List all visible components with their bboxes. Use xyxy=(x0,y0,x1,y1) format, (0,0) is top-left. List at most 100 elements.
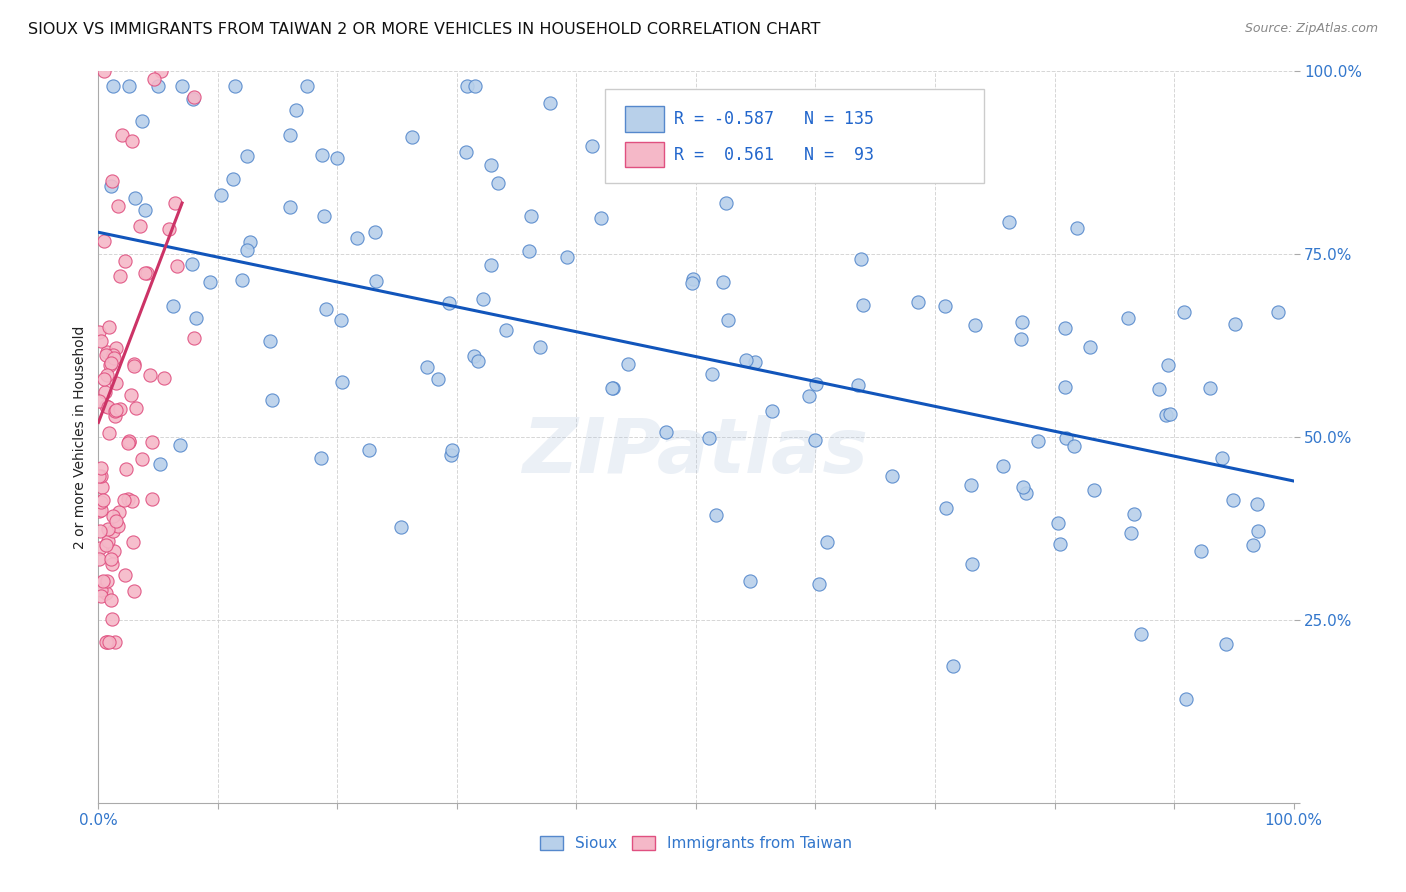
Point xyxy=(90,589,112,603)
Point xyxy=(169,438,191,452)
Point xyxy=(311,148,333,162)
Point xyxy=(960,558,983,572)
Point xyxy=(714,196,737,211)
Point xyxy=(122,583,145,598)
Point xyxy=(125,401,148,415)
Point xyxy=(1119,526,1142,541)
Point xyxy=(1049,537,1071,551)
Point xyxy=(105,403,128,417)
Point xyxy=(806,376,828,391)
Point xyxy=(1047,516,1070,530)
Point xyxy=(108,505,131,519)
Point xyxy=(181,257,204,271)
Point xyxy=(87,552,110,566)
Point xyxy=(100,178,122,193)
Point xyxy=(101,524,124,538)
Text: ZIPatlas: ZIPatlas xyxy=(523,415,869,489)
Point xyxy=(815,535,838,549)
Point xyxy=(636,116,658,130)
Point xyxy=(1222,493,1244,508)
Y-axis label: 2 or more Vehicles in Household: 2 or more Vehicles in Household xyxy=(73,326,87,549)
Point xyxy=(834,159,856,173)
Point xyxy=(90,469,112,483)
Point xyxy=(555,250,578,264)
Point xyxy=(315,301,337,316)
Point xyxy=(101,557,124,571)
Point xyxy=(1054,431,1077,445)
Point xyxy=(93,372,115,386)
Point xyxy=(364,225,387,239)
Point xyxy=(87,393,110,408)
Point xyxy=(479,258,502,272)
Point xyxy=(117,434,139,449)
Point xyxy=(427,372,450,386)
Point xyxy=(655,425,678,440)
Point xyxy=(538,96,561,111)
Point xyxy=(103,635,125,649)
Point xyxy=(118,78,141,93)
Point xyxy=(162,299,184,313)
Point xyxy=(1149,382,1171,396)
Point xyxy=(104,514,127,528)
Point xyxy=(1154,408,1177,422)
Point xyxy=(330,376,353,390)
Point xyxy=(100,552,122,566)
Point xyxy=(389,520,412,534)
Point xyxy=(346,231,368,245)
Point xyxy=(110,128,132,143)
Point xyxy=(309,450,332,465)
Point xyxy=(1241,538,1264,552)
Point xyxy=(697,432,720,446)
Point xyxy=(117,491,139,506)
Point xyxy=(941,658,963,673)
Point xyxy=(1247,524,1270,538)
Point xyxy=(617,357,640,371)
Point xyxy=(141,492,163,507)
Point xyxy=(129,219,152,233)
Text: R =  0.561   N =  93: R = 0.561 N = 93 xyxy=(673,145,873,163)
Point xyxy=(495,323,517,337)
Point xyxy=(797,389,820,403)
Point xyxy=(734,353,756,368)
Point xyxy=(93,64,115,78)
Point xyxy=(1026,434,1049,448)
Point xyxy=(104,341,127,355)
Point xyxy=(89,325,111,339)
Point xyxy=(139,368,162,382)
Point xyxy=(90,460,112,475)
Point xyxy=(100,174,122,188)
Point xyxy=(821,164,844,178)
Point xyxy=(744,355,766,369)
Point xyxy=(104,404,127,418)
Point xyxy=(103,543,125,558)
Point xyxy=(110,401,132,416)
Point xyxy=(238,235,260,250)
Point xyxy=(124,191,146,205)
Point xyxy=(98,319,121,334)
Point xyxy=(1173,305,1195,319)
Point xyxy=(94,385,117,400)
Point xyxy=(135,267,157,281)
Point xyxy=(1066,220,1088,235)
Point xyxy=(183,330,205,344)
Point xyxy=(960,477,983,491)
Point xyxy=(93,234,115,248)
Point xyxy=(711,275,734,289)
Point xyxy=(108,269,131,284)
Point xyxy=(517,244,540,259)
Point xyxy=(589,211,612,226)
Point xyxy=(581,139,603,153)
Point xyxy=(991,458,1014,473)
Point xyxy=(366,274,388,288)
Point xyxy=(166,259,188,273)
Text: SIOUX VS IMMIGRANTS FROM TAIWAN 2 OR MORE VEHICLES IN HOUSEHOLD CORRELATION CHAR: SIOUX VS IMMIGRANTS FROM TAIWAN 2 OR MOR… xyxy=(28,22,821,37)
Point xyxy=(1053,321,1076,335)
Point xyxy=(121,134,143,148)
Point xyxy=(117,435,139,450)
Point xyxy=(1054,380,1077,394)
Point xyxy=(142,72,165,87)
Point xyxy=(259,334,281,349)
Point xyxy=(738,574,761,589)
Point xyxy=(97,425,120,440)
Text: Source: ZipAtlas.com: Source: ZipAtlas.com xyxy=(1244,22,1378,36)
